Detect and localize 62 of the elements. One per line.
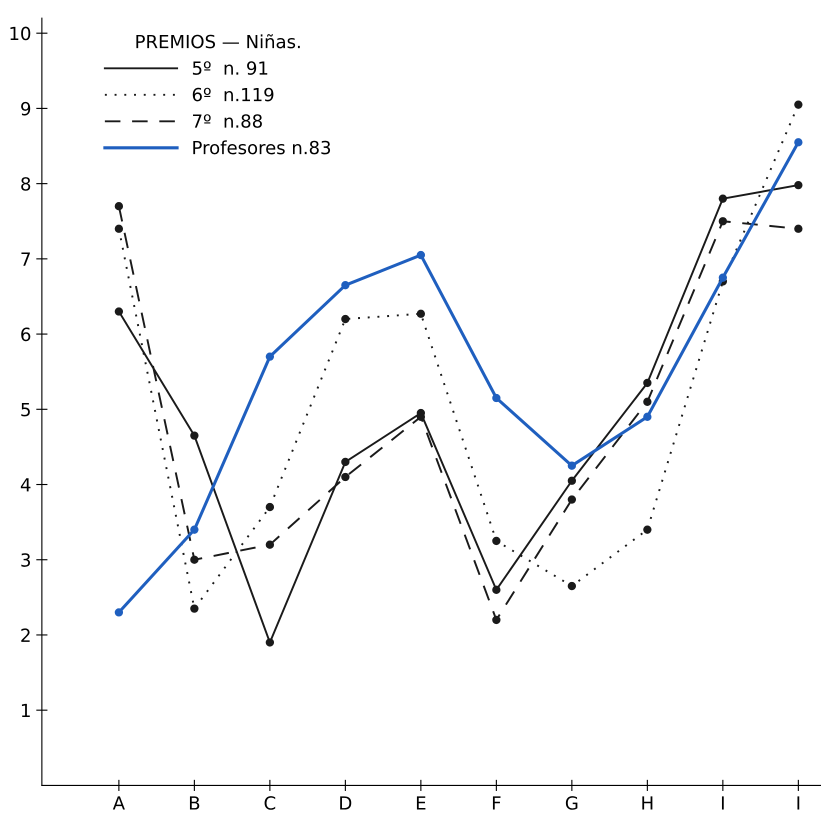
point (341, 281, 350, 290)
y-tick-label: 1 (22, 704, 30, 718)
point (114, 608, 124, 617)
point (266, 638, 274, 647)
point (568, 476, 576, 485)
legend-title: PREMIOS — Niñas. (136, 34, 300, 48)
y-tick-label: 8 (21, 177, 30, 191)
legend-label: 7º n.88 (193, 114, 262, 128)
x-tick-label: E (416, 796, 426, 810)
point (190, 604, 199, 613)
point (190, 431, 199, 440)
point (416, 310, 426, 318)
point (794, 138, 803, 146)
point (643, 378, 652, 388)
point (416, 250, 426, 260)
point (492, 394, 501, 402)
point (718, 194, 728, 203)
point (341, 314, 350, 324)
point (568, 462, 576, 470)
point (492, 586, 501, 594)
point (718, 217, 728, 226)
point (266, 352, 274, 361)
point (492, 616, 501, 624)
point (643, 412, 652, 421)
y-tick-label: 5 (21, 402, 30, 416)
x-tick-label: I (722, 796, 724, 810)
x-tick-label: I (797, 796, 800, 810)
point (114, 224, 124, 233)
x-tick-label: D (340, 796, 352, 810)
point (190, 525, 199, 534)
y-tick-label: 2 (21, 628, 30, 642)
point (492, 536, 501, 546)
x-tick-label: H (642, 796, 652, 810)
x-tick-label: G (566, 796, 578, 810)
point (568, 582, 576, 590)
y-tick-label: 3 (21, 553, 30, 567)
y-tick-label: 10 (10, 26, 30, 40)
x-tick-label: F (492, 796, 501, 810)
legend-label: Profesores n.83 (193, 140, 330, 154)
point (794, 100, 803, 109)
y-tick-label: 7 (21, 252, 30, 266)
point (190, 556, 199, 564)
point (341, 458, 350, 466)
point (794, 224, 803, 233)
point (266, 502, 274, 512)
legend-label: 5º n. 91 (192, 61, 268, 75)
point (568, 495, 576, 504)
point (794, 180, 803, 190)
x-tick-label: B (190, 796, 200, 810)
point (643, 398, 652, 406)
x-tick-label: A (112, 796, 125, 810)
x-tick-label: C (264, 796, 276, 810)
point (643, 525, 652, 534)
point (266, 540, 274, 549)
y-tick-label: 6 (21, 328, 30, 342)
y-tick-label: 9 (21, 102, 30, 116)
legend-label: 6º n.119 (192, 88, 274, 102)
point (114, 307, 124, 316)
point (341, 472, 350, 482)
y-tick-label: 4 (20, 478, 30, 492)
point (718, 273, 728, 282)
point (114, 202, 124, 210)
